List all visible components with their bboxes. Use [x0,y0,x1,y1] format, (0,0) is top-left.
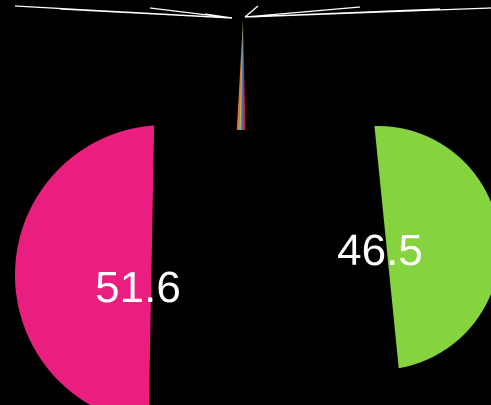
leader-line [244,7,491,18]
pie-slice [236,20,243,130]
pie-slice [374,126,491,369]
slice-value-label: 51.6 [95,263,181,312]
leader-line [244,6,361,18]
leader-line [244,5,259,18]
data-labels: 51.6 46.5 [95,226,423,312]
leader-lines [14,5,491,19]
leader-line [204,13,233,19]
leader-line [59,8,233,19]
slice-value-label: 46.5 [337,226,423,275]
pie-slice [14,125,155,405]
pie-slices [14,20,491,405]
